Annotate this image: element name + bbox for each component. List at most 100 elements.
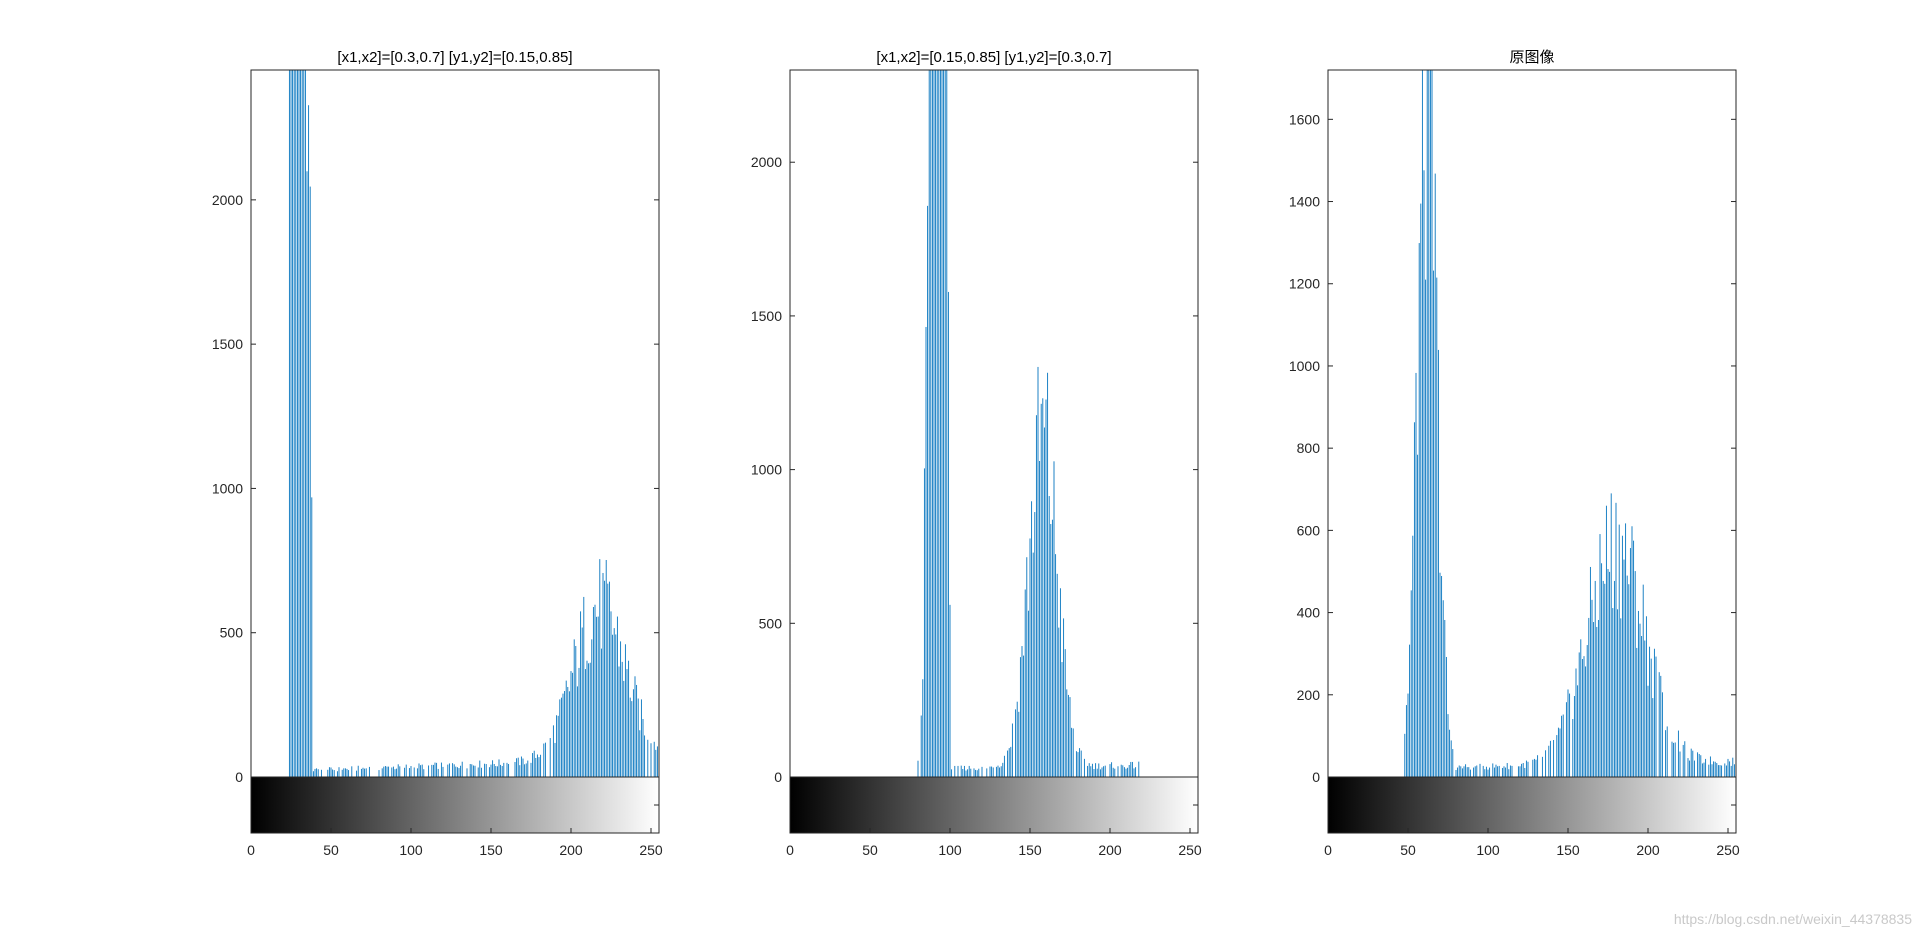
histogram-bar (1537, 755, 1539, 777)
histogram-bar (527, 760, 529, 777)
histogram-bar (488, 767, 490, 777)
histogram-bar (416, 768, 418, 777)
histogram-bar (418, 763, 420, 777)
histogram-bar (1684, 741, 1686, 777)
x-tick-label: 150 (479, 842, 503, 858)
histogram-bar (1591, 599, 1593, 777)
histogram-bar (604, 580, 606, 777)
histogram-bar (583, 596, 585, 777)
histogram-bar (1717, 765, 1719, 777)
histogram-bar (607, 583, 609, 777)
histogram-bar (1128, 765, 1130, 777)
histogram-bar (1650, 658, 1652, 777)
histogram-bar (1705, 758, 1707, 777)
y-tick-label: 1000 (751, 462, 782, 478)
chart-title: [x1,x2]=[0.15,0.85] [y1,y2]=[0.3,0.7] (876, 49, 1111, 66)
histogram-bar (1725, 765, 1727, 777)
histogram-bar (530, 762, 532, 777)
histogram-bar (1714, 761, 1716, 777)
histogram-bar (960, 765, 962, 777)
histogram-bar (1429, 70, 1431, 777)
histogram-bar (1599, 534, 1601, 777)
histogram-bar (1433, 270, 1435, 777)
histogram-bar (1079, 748, 1081, 777)
histogram-bar (437, 768, 439, 777)
histogram-bar (626, 669, 628, 777)
histogram-bar (1580, 639, 1582, 777)
histogram-bar (1485, 766, 1487, 777)
histogram-bar (1015, 709, 1017, 777)
histogram-bar (1692, 750, 1694, 777)
histogram-bar (1063, 618, 1065, 777)
histogram-bar (436, 762, 438, 777)
histogram-bar (917, 760, 919, 777)
histogram-bar (1051, 519, 1053, 777)
x-tick-label: 100 (938, 842, 962, 858)
histogram-bar (1090, 766, 1092, 777)
histogram-bar (1545, 750, 1547, 777)
histogram-bar (1703, 762, 1705, 777)
histogram-bar (1733, 764, 1735, 777)
histogram-bar (1636, 647, 1638, 777)
histogram-bar (572, 672, 574, 777)
histogram-bar (1637, 610, 1639, 777)
histogram-bar (492, 760, 494, 777)
histogram-bar (447, 764, 449, 777)
y-tick-label: 1500 (751, 308, 782, 324)
histogram-bar (493, 764, 495, 777)
chart-title: [x1,x2]=[0.3,0.7] [y1,y2]=[0.15,0.85] (337, 49, 572, 66)
histogram-bar (1724, 763, 1726, 777)
histogram-bar (599, 559, 601, 777)
histogram-bar (1690, 748, 1692, 777)
histogram-bar (1511, 765, 1513, 777)
histogram-bar (1024, 589, 1026, 777)
histogram-bar (503, 762, 505, 777)
histogram-bar (973, 768, 975, 777)
chart-panel-2: [x1,x2]=[0.15,0.85] [y1,y2]=[0.3,0.7] 0 50… (751, 49, 1202, 858)
histogram-bar (991, 766, 993, 777)
histogram-bar (564, 691, 566, 777)
histogram-bar (594, 604, 596, 777)
histogram-bar (1729, 761, 1731, 777)
histogram-bar (391, 767, 393, 777)
histogram-bar (1002, 762, 1004, 777)
histogram-bar (933, 70, 935, 777)
histogram-bar (1713, 761, 1715, 777)
y-tick-label: 1600 (1289, 111, 1320, 127)
histogram-bar (341, 769, 343, 777)
histogram-bar (1023, 655, 1025, 777)
axes-box (789, 69, 1199, 834)
histogram-bar (999, 767, 1001, 777)
histogram-bar (927, 205, 929, 777)
histogram-bar (637, 698, 639, 777)
histogram-bar (570, 671, 572, 777)
histogram-bar (1437, 349, 1439, 777)
histogram-bar (399, 766, 401, 777)
histogram-bar (995, 766, 997, 777)
histogram-bar (978, 768, 980, 777)
histogram-bars (288, 70, 659, 778)
histogram-bar (1021, 646, 1023, 777)
x-tick-label: 100 (399, 842, 423, 858)
histogram-bar (396, 768, 398, 777)
histogram-bar (1548, 745, 1550, 777)
histogram-bar (1407, 693, 1409, 777)
histogram-bar (655, 749, 657, 777)
y-tick-label: 1200 (1289, 276, 1320, 292)
x-tick-label: 200 (559, 842, 583, 858)
histogram-bar (596, 616, 598, 777)
histogram-bar (1039, 461, 1041, 777)
histogram-bar (597, 616, 599, 777)
histogram-bar (1698, 753, 1700, 777)
histogram-bar (330, 767, 332, 777)
histogram-bar (1087, 765, 1089, 777)
histogram-bar (1457, 767, 1459, 777)
histogram-bar (1431, 70, 1433, 777)
histogram-bar (1409, 644, 1411, 777)
histogram-bar (1617, 609, 1619, 777)
histogram-bar (1450, 740, 1452, 777)
histogram-bar (508, 764, 510, 777)
histogram-bar (477, 767, 479, 777)
histogram-bar (490, 764, 492, 777)
histogram-bar (1556, 735, 1558, 777)
